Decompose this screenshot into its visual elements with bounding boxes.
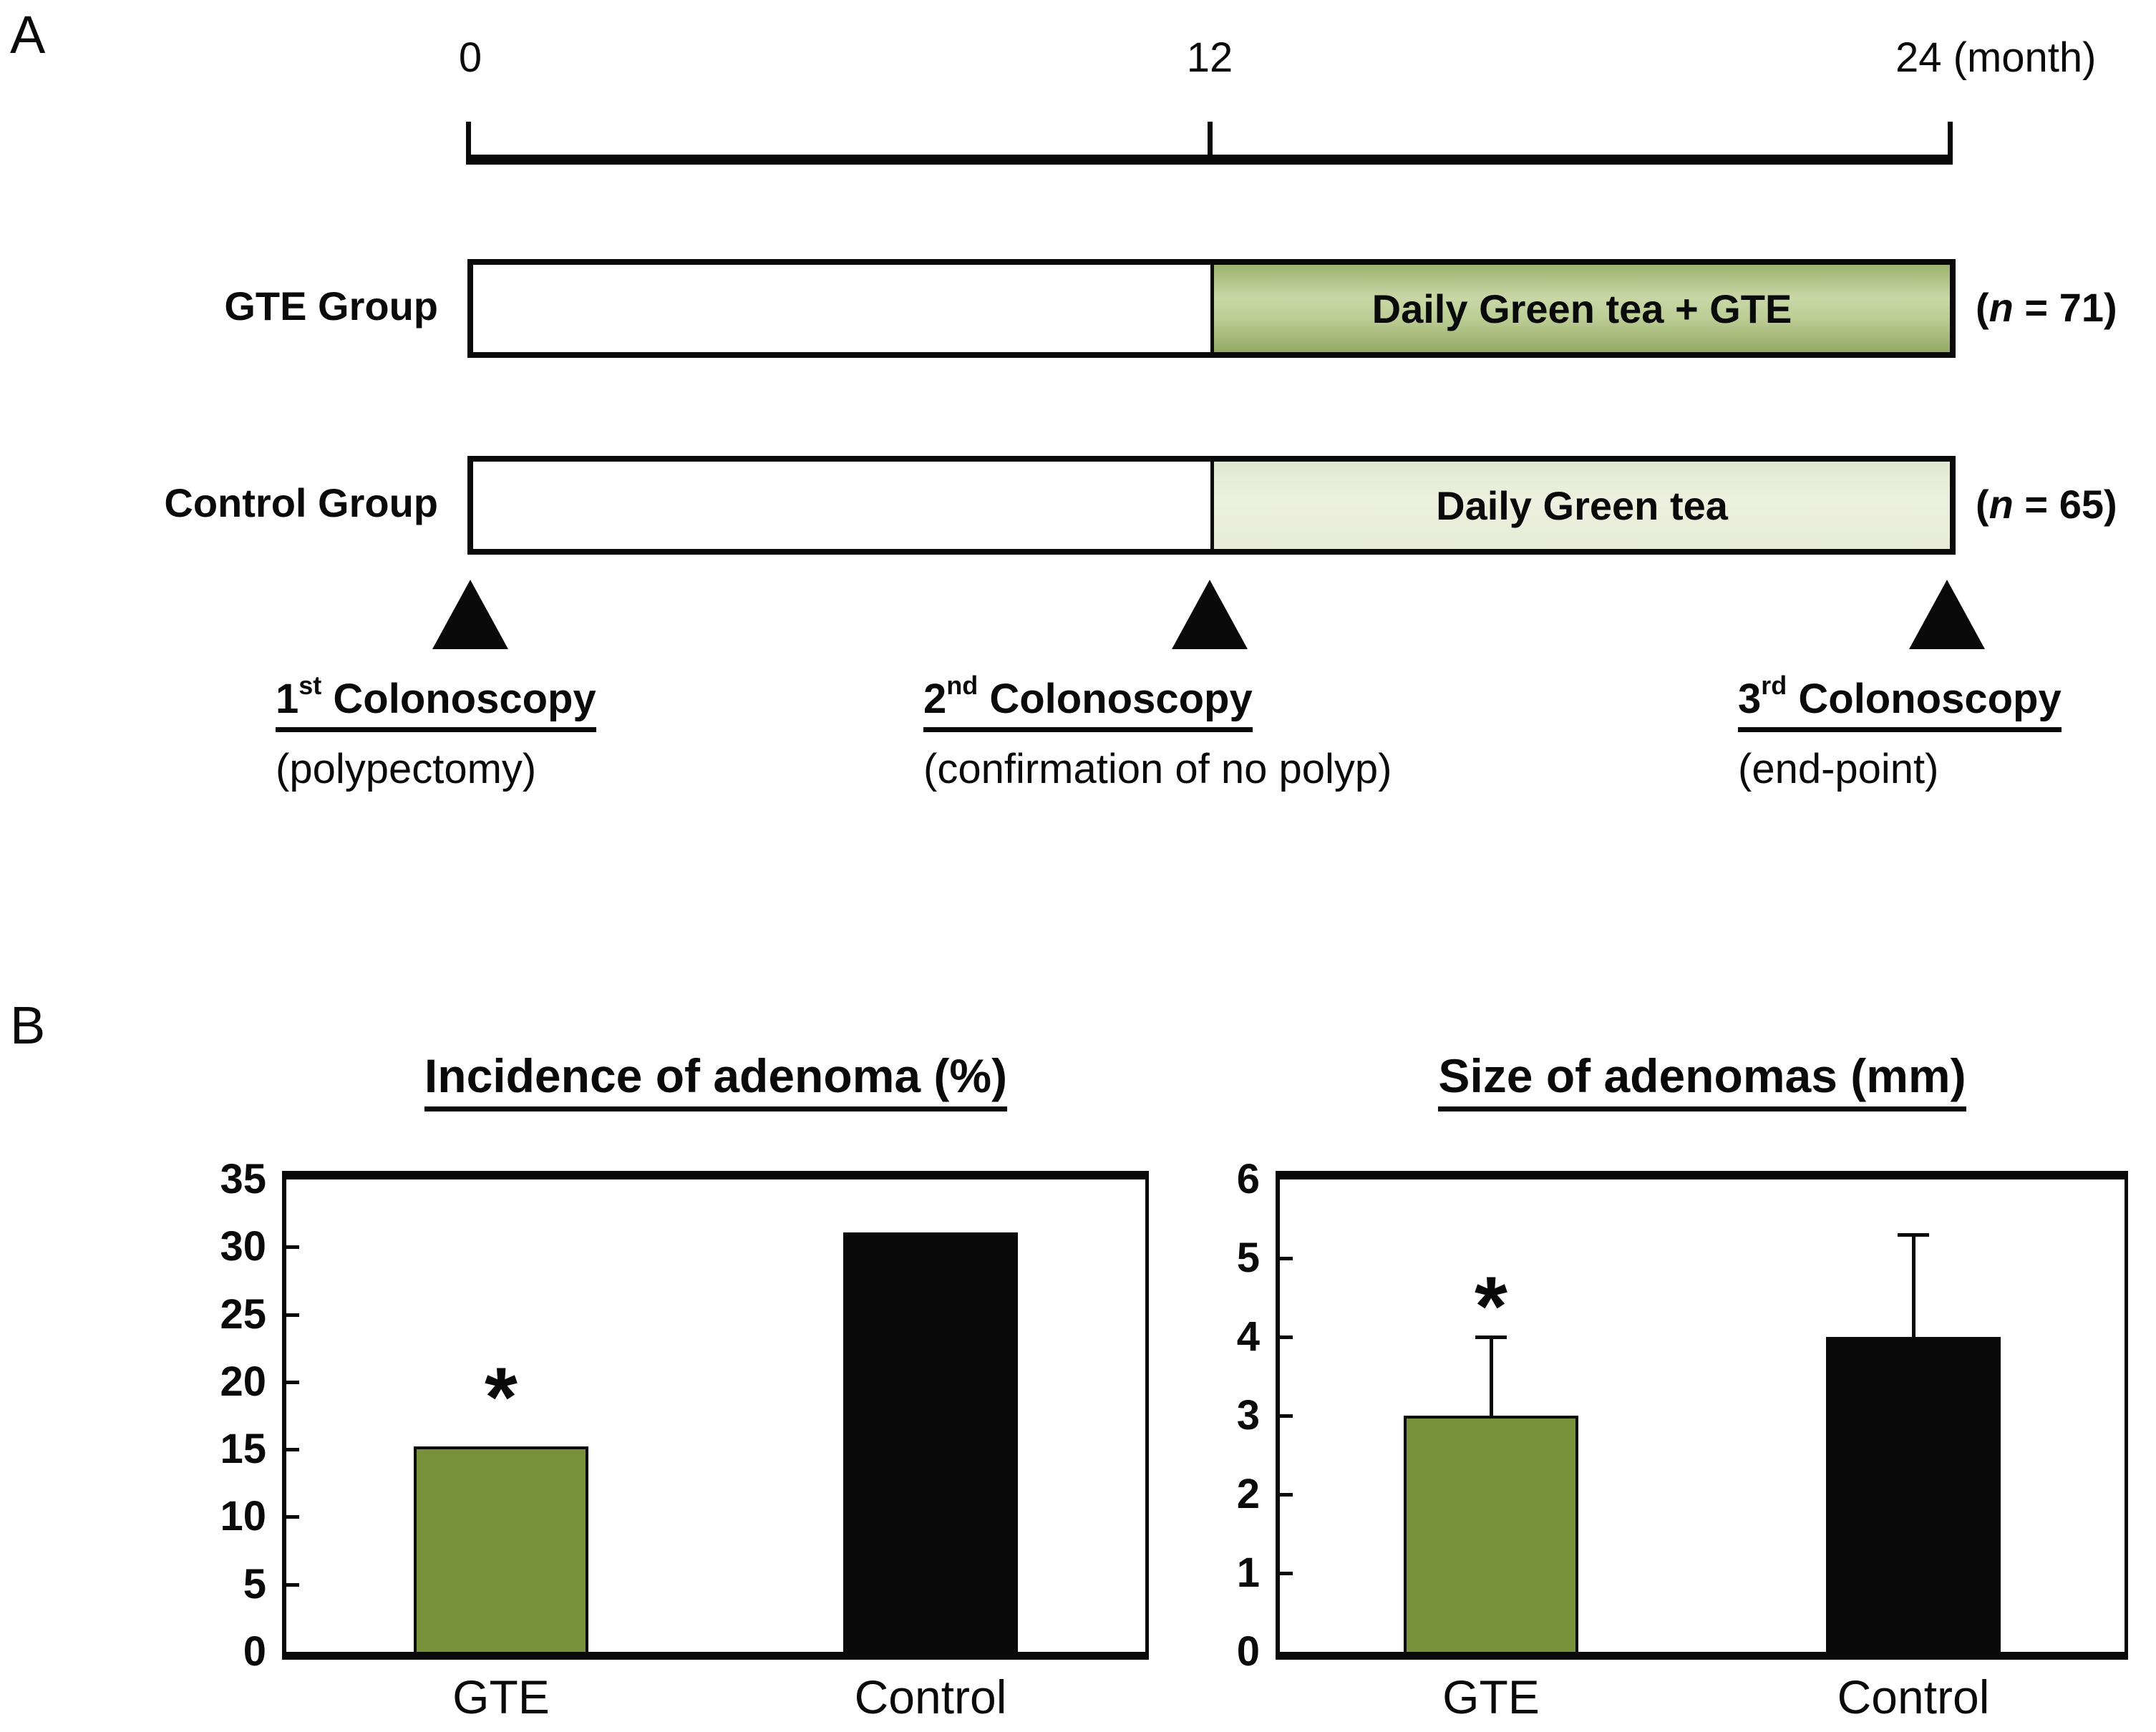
timeline-tick-24 <box>1948 122 1953 165</box>
y-tick-label: 1 <box>1236 1549 1260 1596</box>
left-chart-title: Incidence of adenoma (%) <box>424 1052 1008 1111</box>
y-tick-label: 25 <box>220 1290 266 1338</box>
x-category-label-gte: GTE <box>1442 1670 1540 1723</box>
event-subtitle: (end-point) <box>1738 746 1939 792</box>
bar-gte <box>414 1446 588 1652</box>
control-treatment-segment: Daily Green tea <box>1210 462 1950 549</box>
significance-asterisk: * <box>485 1350 518 1445</box>
y-tick-label: 2 <box>1236 1471 1260 1517</box>
event-subtitle: (confirmation of no polyp) <box>923 746 1392 792</box>
event-ordinal-suffix: rd <box>1761 671 1787 700</box>
y-tick-mark <box>286 1313 299 1317</box>
right-chart-title: Size of adenomas (mm) <box>1438 1052 1966 1111</box>
event-first-colonoscopy: 1st Colonoscopy (polypectomy) <box>276 673 596 792</box>
event-third-colonoscopy: 3rd Colonoscopy (end-point) <box>1738 673 2062 792</box>
event-ordinal: 3 <box>1738 676 1762 722</box>
y-tick-label: 3 <box>1236 1392 1260 1439</box>
y-tick-mark <box>286 1448 299 1452</box>
gte-treatment-label: Daily Green tea + GTE <box>1371 286 1792 331</box>
y-tick-label: 5 <box>243 1560 266 1607</box>
event-subtitle: (polypectomy) <box>276 746 537 792</box>
timeline-tick-0 <box>466 122 471 165</box>
panel-b-label: B <box>10 996 46 1055</box>
bar-control <box>1826 1337 2001 1652</box>
right-chart-title-wrap: Size of adenomas (mm) <box>1276 1052 2129 1111</box>
control-group-bar: Daily Green tea <box>467 456 1956 555</box>
y-tick-label: 6 <box>1236 1156 1260 1202</box>
y-tick-label: 20 <box>220 1358 266 1405</box>
panel-a-label: A <box>10 5 46 64</box>
timeline-label-12: 12 <box>1186 34 1233 81</box>
left-chart-title-wrap: Incidence of adenoma (%) <box>282 1052 1150 1111</box>
gte-n-var: n <box>1989 285 2014 330</box>
y-tick-mark <box>1280 1336 1293 1339</box>
event-title: 2nd Colonoscopy <box>923 673 1253 732</box>
y-tick-mark <box>286 1380 299 1384</box>
event-title-rest: Colonoscopy <box>321 676 596 722</box>
y-tick-mark <box>1280 1414 1293 1418</box>
event-title-rest: Colonoscopy <box>978 676 1253 722</box>
y-tick-mark <box>1280 1572 1293 1575</box>
y-tick-label: 4 <box>1236 1313 1260 1360</box>
timeline-label-0: 0 <box>458 34 482 81</box>
y-tick-mark <box>286 1245 299 1250</box>
gte-group-bar: Daily Green tea + GTE <box>467 259 1956 358</box>
y-tick-label: 0 <box>1236 1628 1260 1675</box>
triangle-marker-icon <box>432 580 508 649</box>
bar-control <box>843 1232 1018 1652</box>
timeline-tick-12 <box>1208 122 1213 165</box>
gte-sample-size: (n = 71) <box>1976 288 2117 328</box>
y-tick-mark <box>286 1582 299 1587</box>
control-n-rest: = 65) <box>2013 482 2117 527</box>
x-category-label-control: Control <box>1837 1670 1990 1723</box>
plot-area <box>282 1171 1149 1660</box>
significance-asterisk: * <box>1475 1259 1507 1354</box>
triangle-marker-icon <box>1909 580 1985 649</box>
event-title: 3rd Colonoscopy <box>1738 673 2062 732</box>
event-ordinal-suffix: st <box>298 671 322 700</box>
y-tick-mark <box>286 1515 299 1519</box>
error-bar <box>1490 1337 1493 1416</box>
x-category-label-gte: GTE <box>452 1670 550 1723</box>
y-tick-label: 35 <box>220 1156 266 1202</box>
gte-pre-treatment-segment <box>473 265 1210 352</box>
event-title: 1st Colonoscopy <box>276 673 596 732</box>
event-ordinal: 1 <box>276 676 299 722</box>
y-tick-mark <box>1280 1493 1293 1497</box>
y-tick-label: 0 <box>243 1628 266 1675</box>
error-bar-cap <box>1898 1233 1929 1237</box>
gte-treatment-segment: Daily Green tea + GTE <box>1210 265 1950 352</box>
error-bar-cap <box>1475 1336 1507 1339</box>
gte-group-label: GTE Group <box>224 283 438 329</box>
triangle-marker-icon <box>1172 580 1248 649</box>
event-ordinal-suffix: nd <box>946 671 979 700</box>
y-tick-mark <box>1280 1257 1293 1260</box>
timeline-label-24-month: 24 (month) <box>1895 34 2097 81</box>
event-second-colonoscopy: 2nd Colonoscopy (confirmation of no poly… <box>923 673 1392 792</box>
bar-gte <box>1404 1416 1578 1652</box>
event-title-rest: Colonoscopy <box>1787 676 2062 722</box>
gte-n-open: ( <box>1976 285 1989 330</box>
gte-n-rest: = 71) <box>2013 285 2117 330</box>
event-ordinal: 2 <box>923 676 947 722</box>
x-category-label-control: Control <box>854 1670 1007 1723</box>
y-tick-label: 5 <box>1236 1235 1260 1281</box>
control-n-var: n <box>1989 482 2014 527</box>
y-tick-label: 10 <box>220 1493 266 1540</box>
y-tick-label: 30 <box>220 1223 266 1270</box>
control-group-label: Control Group <box>164 480 438 525</box>
error-bar <box>1912 1235 1915 1337</box>
control-sample-size: (n = 65) <box>1976 485 2117 525</box>
y-tick-label: 15 <box>220 1426 266 1473</box>
control-treatment-label: Daily Green tea <box>1436 482 1728 528</box>
control-pre-treatment-segment <box>473 462 1210 549</box>
control-n-open: ( <box>1976 482 1989 527</box>
